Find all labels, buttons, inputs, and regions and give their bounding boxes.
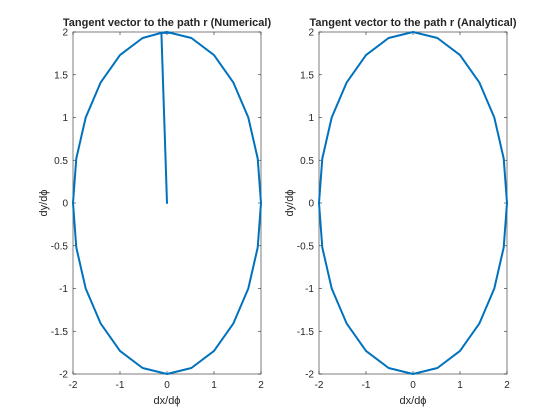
- y-tick-label: 1.5: [300, 70, 314, 81]
- y-tick-label: 2: [62, 28, 68, 39]
- y-tick-label: 0: [308, 199, 314, 210]
- x-tick-label: 0: [164, 380, 170, 391]
- y-tick-label: -2: [59, 370, 68, 381]
- y-tick-label: -1: [305, 284, 314, 295]
- y-tick-label: -1.5: [297, 327, 315, 338]
- x-tick-label: -1: [116, 380, 125, 391]
- x-tick-label: 2: [504, 380, 510, 391]
- y-tick-label: 1.5: [54, 70, 68, 81]
- y-tick-label: 1: [308, 113, 314, 124]
- x-tick-label: -2: [69, 380, 78, 391]
- y-tick-label: 0.5: [54, 156, 68, 167]
- y-axis-label: dy/dϕ: [38, 190, 50, 217]
- chart-title: Tangent vector to the path r (Numerical): [63, 17, 272, 29]
- y-tick-label: 1: [62, 113, 68, 124]
- x-tick-label: 1: [457, 380, 463, 391]
- y-tick-label: 2: [308, 28, 314, 39]
- y-tick-label: 0: [62, 199, 68, 210]
- x-tick-label: 2: [258, 380, 264, 391]
- y-tick-label: -0.5: [297, 241, 315, 252]
- x-tick-label: -2: [315, 380, 324, 391]
- x-axis-label: dx/dϕ: [154, 395, 181, 407]
- y-tick-label: -2: [305, 370, 314, 381]
- x-tick-label: 0: [410, 380, 416, 391]
- x-axis-label: dx/dϕ: [400, 395, 427, 407]
- y-tick-label: -1: [59, 284, 68, 295]
- y-tick-label: -0.5: [51, 241, 69, 252]
- x-tick-label: 1: [211, 380, 217, 391]
- x-tick-label: -1: [362, 380, 371, 391]
- y-tick-label: -1.5: [51, 327, 69, 338]
- chart-title: Tangent vector to the path r (Analytical…: [310, 17, 517, 29]
- y-tick-label: 0.5: [300, 156, 314, 167]
- y-axis-label: dy/dϕ: [284, 190, 296, 217]
